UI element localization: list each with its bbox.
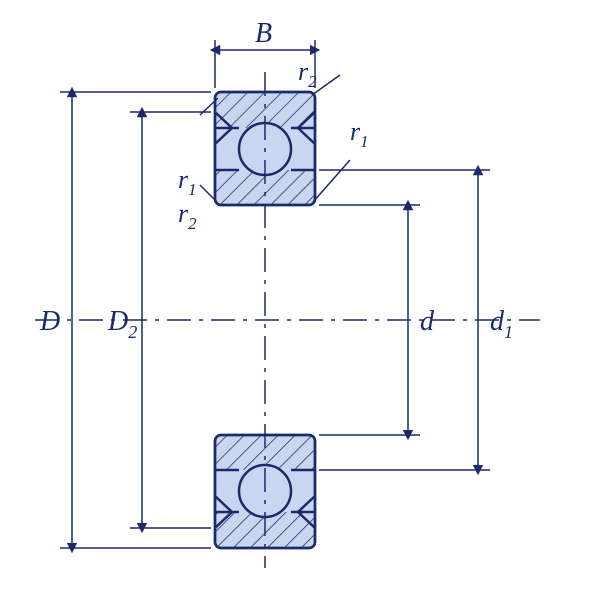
label-r2-left: r2	[178, 199, 197, 233]
label-D: D	[39, 306, 60, 337]
label-d: d	[420, 306, 435, 337]
label-r1-left: r1	[178, 165, 197, 199]
radii-top-right	[312, 75, 350, 202]
bearing-cross-section-diagram: B D D2 d d1 r2 r1	[0, 0, 600, 600]
label-r1-top: r1	[350, 117, 369, 151]
label-D2: D2	[107, 306, 137, 342]
label-B: B	[255, 18, 272, 49]
label-d1: d1	[490, 306, 513, 342]
